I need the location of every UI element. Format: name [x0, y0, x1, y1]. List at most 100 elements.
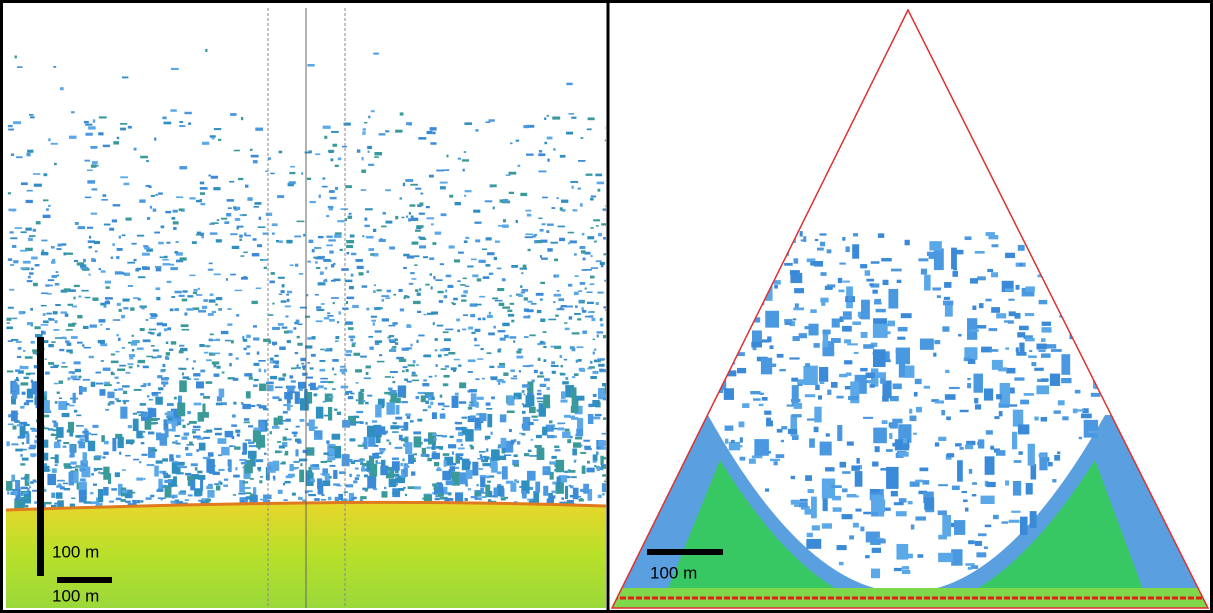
speckle	[955, 443, 962, 446]
speckle	[322, 480, 330, 486]
speckle	[468, 359, 476, 362]
speckle	[537, 393, 542, 395]
speckle	[167, 403, 174, 406]
speckle	[571, 390, 573, 393]
speckle	[547, 115, 549, 117]
speckle	[76, 415, 81, 417]
speckle	[186, 453, 192, 456]
speckle	[537, 390, 541, 392]
speckle	[585, 269, 592, 271]
speckle	[165, 428, 169, 437]
speckle	[216, 339, 220, 341]
speckle	[791, 378, 798, 382]
speckle	[227, 199, 234, 202]
speckle	[364, 437, 368, 449]
speckle	[262, 420, 265, 422]
speckle	[436, 170, 444, 172]
speckle	[497, 366, 505, 368]
speckle	[310, 478, 314, 481]
speckle	[246, 496, 254, 499]
speckle	[367, 395, 372, 397]
speckle	[837, 545, 847, 550]
speckle	[289, 405, 293, 407]
speckle	[535, 445, 542, 448]
speckle	[766, 420, 773, 426]
speckle	[327, 315, 333, 317]
speckle	[552, 371, 556, 374]
speckle	[497, 349, 500, 352]
speckle	[66, 329, 73, 331]
speckle	[591, 196, 596, 198]
speckle	[887, 321, 895, 327]
speckle	[575, 437, 582, 440]
speckle	[537, 310, 542, 313]
speckle	[46, 208, 49, 211]
speckle	[427, 313, 434, 315]
speckle	[820, 298, 828, 303]
speckle	[822, 478, 835, 498]
speckle	[32, 481, 37, 483]
speckle	[889, 306, 892, 308]
page: 100 m 100 m 100 m (() => { const data = …	[0, 0, 1213, 613]
speckle	[237, 226, 244, 228]
speckle	[163, 471, 166, 474]
speckle	[258, 360, 265, 362]
speckle	[12, 209, 14, 211]
speckle	[416, 396, 420, 399]
speckle	[268, 462, 273, 464]
speckle	[919, 467, 928, 471]
speckle	[932, 287, 941, 290]
speckle	[510, 369, 515, 372]
speckle	[571, 417, 578, 420]
speckle	[172, 442, 175, 444]
speckle	[380, 451, 385, 453]
speckle	[187, 423, 190, 425]
speckle	[382, 212, 385, 215]
speckle	[1019, 263, 1022, 266]
speckle	[105, 297, 113, 299]
speckle	[316, 320, 323, 322]
speckle	[784, 263, 793, 266]
speckle	[1031, 362, 1036, 366]
speckle	[482, 378, 485, 380]
speckle	[876, 309, 886, 313]
speckle	[825, 467, 834, 471]
speckle	[119, 309, 122, 312]
speckle	[356, 421, 363, 423]
speckle	[529, 334, 535, 336]
speckle	[152, 357, 157, 359]
speckle	[581, 250, 586, 253]
speckle	[21, 366, 28, 369]
speckle	[252, 253, 260, 256]
speckle	[81, 290, 88, 292]
speckle	[31, 268, 34, 270]
speckle	[289, 172, 295, 174]
speckle	[502, 306, 510, 308]
speckle	[306, 490, 312, 492]
speckle	[64, 488, 70, 490]
speckle	[123, 307, 128, 309]
horizontal-scale-bar	[57, 577, 112, 583]
speckle	[565, 429, 570, 432]
speckle	[133, 419, 139, 431]
speckle	[873, 324, 888, 338]
speckle	[843, 281, 850, 283]
speckle	[274, 355, 278, 357]
speckle	[32, 381, 38, 394]
speckle	[498, 330, 506, 332]
speckle	[494, 257, 497, 260]
speckle	[173, 476, 177, 485]
speckle	[85, 133, 92, 136]
speckle	[253, 206, 258, 208]
speckle	[536, 435, 542, 438]
speckle	[243, 214, 247, 216]
speckle	[442, 409, 445, 411]
speckle	[517, 441, 520, 444]
speckle	[146, 497, 152, 500]
speckle	[181, 436, 187, 439]
speckle	[282, 373, 286, 376]
speckle	[787, 404, 794, 406]
speckle	[207, 490, 214, 498]
speckle	[408, 364, 415, 366]
speckle	[384, 487, 386, 489]
